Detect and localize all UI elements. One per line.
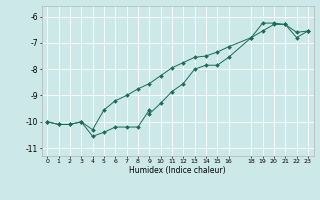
- X-axis label: Humidex (Indice chaleur): Humidex (Indice chaleur): [129, 166, 226, 175]
